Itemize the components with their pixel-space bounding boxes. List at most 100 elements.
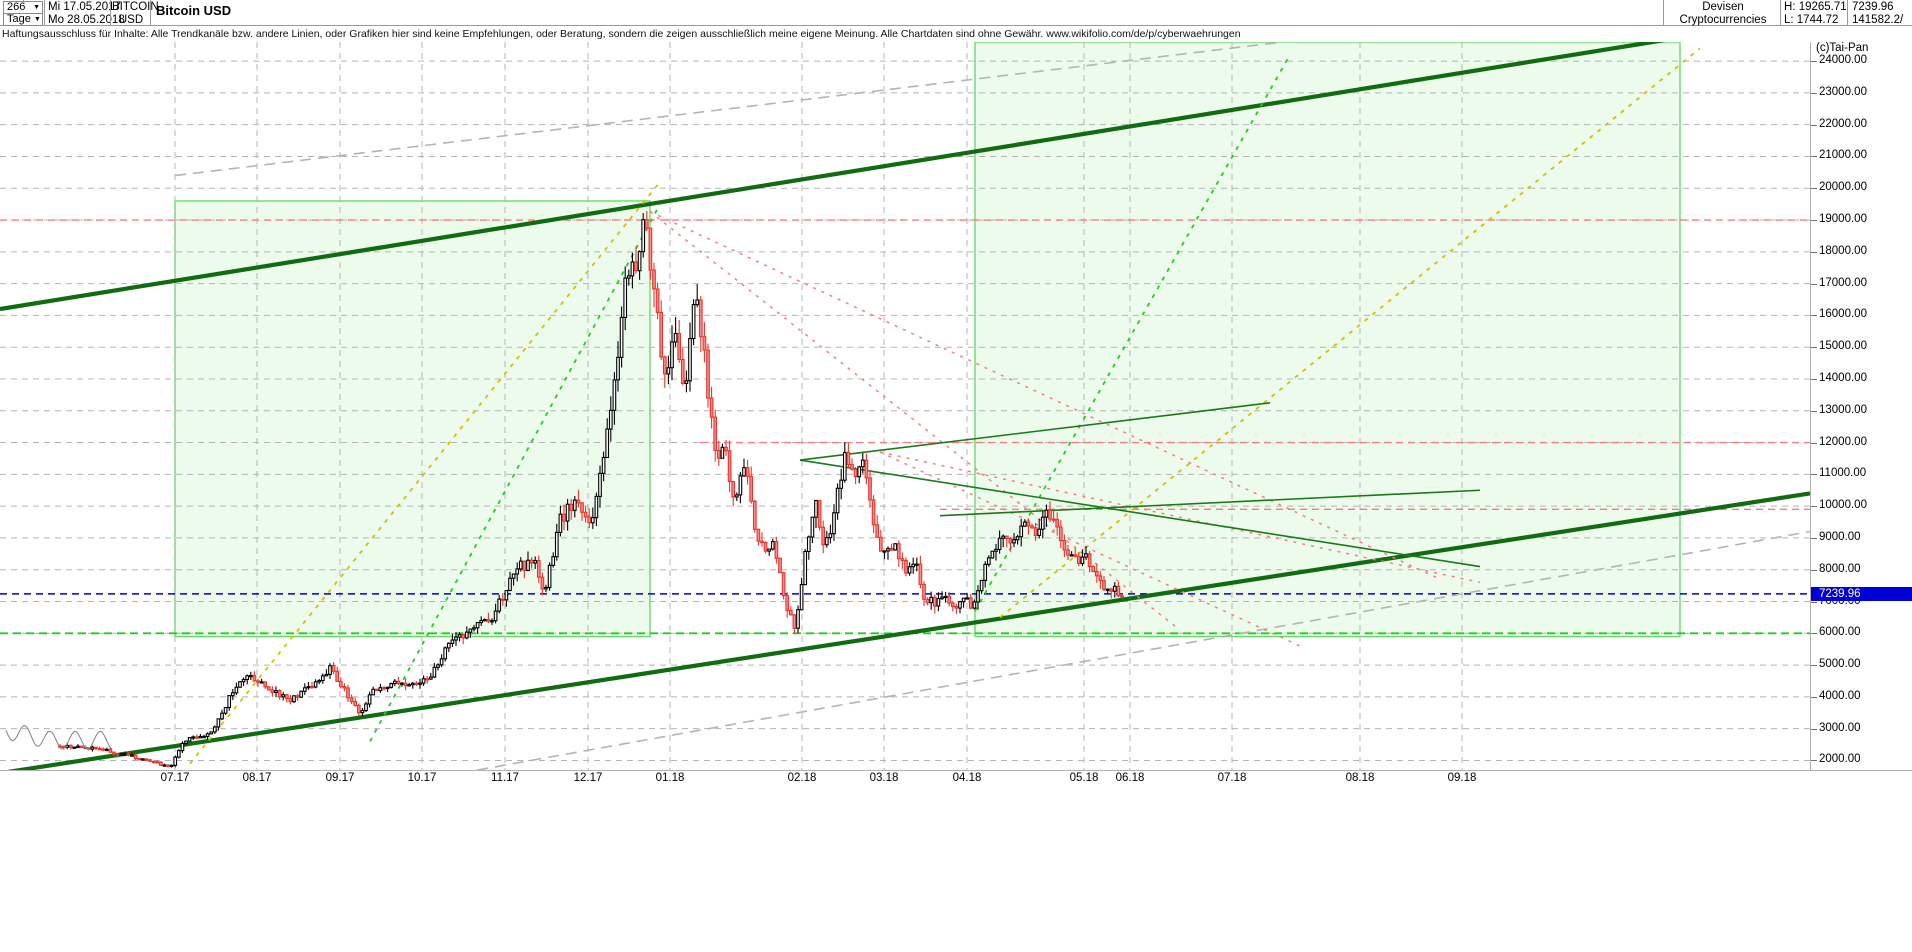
candle-body bbox=[911, 563, 916, 568]
candle-body bbox=[972, 601, 977, 609]
candle-body bbox=[688, 337, 692, 382]
candle-body bbox=[198, 735, 203, 739]
candle-body bbox=[277, 690, 282, 698]
header-divider-3 bbox=[150, 0, 151, 26]
candle-body bbox=[1094, 570, 1099, 577]
candle-body bbox=[313, 681, 318, 688]
bars-unit-selector[interactable]: Tage ▼ bbox=[3, 13, 43, 26]
candle-body bbox=[101, 748, 106, 751]
candle-body bbox=[634, 261, 638, 272]
candle-body bbox=[749, 475, 754, 502]
candle-body bbox=[184, 740, 188, 744]
fan-line-yellow-2 bbox=[999, 47, 1701, 619]
candle-body bbox=[166, 764, 170, 767]
candle-body bbox=[137, 758, 142, 761]
candle-body bbox=[774, 541, 779, 559]
candle-body bbox=[1084, 553, 1088, 558]
candle-body bbox=[1048, 509, 1052, 520]
candle-body bbox=[256, 680, 260, 683]
candle-body bbox=[648, 227, 653, 271]
candle-body bbox=[886, 548, 890, 552]
candle-body bbox=[990, 550, 995, 559]
chevron-down-icon: ▼ bbox=[33, 4, 40, 11]
candle-body bbox=[821, 526, 826, 546]
price-axis-tick bbox=[1811, 220, 1817, 222]
candle-body bbox=[569, 503, 574, 511]
price-axis[interactable]: (c)Tai-Pan 24000.00 23000.00 22000.00 21000… bbox=[1810, 42, 1912, 770]
market-group: Devisen bbox=[1702, 1, 1744, 13]
candle-body bbox=[1030, 525, 1034, 529]
price-axis-label: 5000.00 bbox=[1819, 658, 1861, 671]
candle-body bbox=[428, 676, 433, 680]
candle-body bbox=[115, 753, 120, 756]
candle-body bbox=[518, 560, 523, 570]
candle-body bbox=[914, 563, 919, 566]
candle-body bbox=[954, 605, 959, 609]
candle-body bbox=[727, 450, 732, 483]
price-axis-label: 17000.00 bbox=[1819, 276, 1867, 289]
candle-body bbox=[756, 528, 761, 542]
candle-body bbox=[540, 576, 545, 590]
price-axis-tick bbox=[1811, 633, 1817, 635]
candle-body bbox=[378, 687, 383, 692]
date-axis[interactable]: 07.17 08.17 09.17 10.17 11.17 12.17 01.18 02.18… bbox=[0, 770, 1912, 784]
candle-body bbox=[828, 533, 833, 539]
candle-body bbox=[288, 697, 293, 703]
candle-body bbox=[230, 692, 235, 697]
candle-body bbox=[842, 451, 847, 481]
candle-body bbox=[882, 550, 887, 553]
candle-body bbox=[994, 548, 998, 552]
candle-body bbox=[79, 745, 84, 748]
bars-count-selector[interactable]: 266 ▼ bbox=[3, 1, 43, 14]
projection-zone-right bbox=[974, 42, 1681, 638]
candle-body bbox=[450, 639, 455, 644]
candle-body bbox=[302, 687, 307, 692]
candle-body bbox=[396, 680, 401, 685]
candle-body bbox=[652, 269, 656, 290]
candle-body bbox=[576, 499, 581, 504]
candle-body bbox=[216, 718, 221, 728]
candle-body bbox=[673, 332, 678, 343]
candle-body bbox=[511, 573, 516, 579]
candle-body bbox=[1026, 521, 1031, 527]
candle-body bbox=[702, 336, 707, 351]
price-axis-tick bbox=[1811, 601, 1817, 603]
candle-body bbox=[947, 595, 952, 604]
price-axis-label: 11000.00 bbox=[1819, 467, 1867, 480]
candle-body bbox=[317, 679, 322, 683]
date-axis-label: 12.17 bbox=[573, 772, 603, 784]
candle-body bbox=[464, 631, 469, 639]
price-axis-label: 15000.00 bbox=[1819, 340, 1867, 353]
candle-body bbox=[112, 751, 116, 755]
candle-body bbox=[169, 764, 174, 768]
candle-body bbox=[1112, 585, 1117, 592]
price-axis-label: 21000.00 bbox=[1819, 149, 1867, 162]
price-axis-tick bbox=[1811, 506, 1817, 508]
candle-body bbox=[616, 356, 620, 381]
candle-body bbox=[90, 746, 95, 750]
candle-body bbox=[158, 761, 163, 766]
chart-plot-area[interactable] bbox=[0, 42, 1810, 770]
candle-body bbox=[1044, 509, 1049, 518]
candle-body bbox=[860, 459, 865, 468]
candle-body bbox=[918, 563, 923, 585]
price-axis-label: 2000.00 bbox=[1819, 753, 1861, 766]
candle-body bbox=[220, 712, 224, 720]
candle-body bbox=[950, 602, 955, 607]
fan-line-red-1 bbox=[649, 210, 1441, 580]
date-from: Mi 17.05.2017 bbox=[48, 1, 121, 13]
candle-body bbox=[180, 742, 185, 752]
candle-body bbox=[144, 758, 149, 761]
price-axis-tick bbox=[1811, 474, 1817, 476]
candle-body bbox=[266, 686, 271, 691]
candle-body bbox=[655, 288, 660, 313]
candle-body bbox=[1033, 527, 1038, 536]
candle-body bbox=[108, 748, 113, 753]
candle-body bbox=[958, 601, 962, 609]
candle-body bbox=[349, 697, 354, 703]
candle-body bbox=[770, 541, 775, 550]
candle-body bbox=[1062, 540, 1067, 551]
candle-body bbox=[122, 753, 127, 756]
candle-body bbox=[526, 559, 530, 572]
candle-body bbox=[810, 516, 815, 538]
